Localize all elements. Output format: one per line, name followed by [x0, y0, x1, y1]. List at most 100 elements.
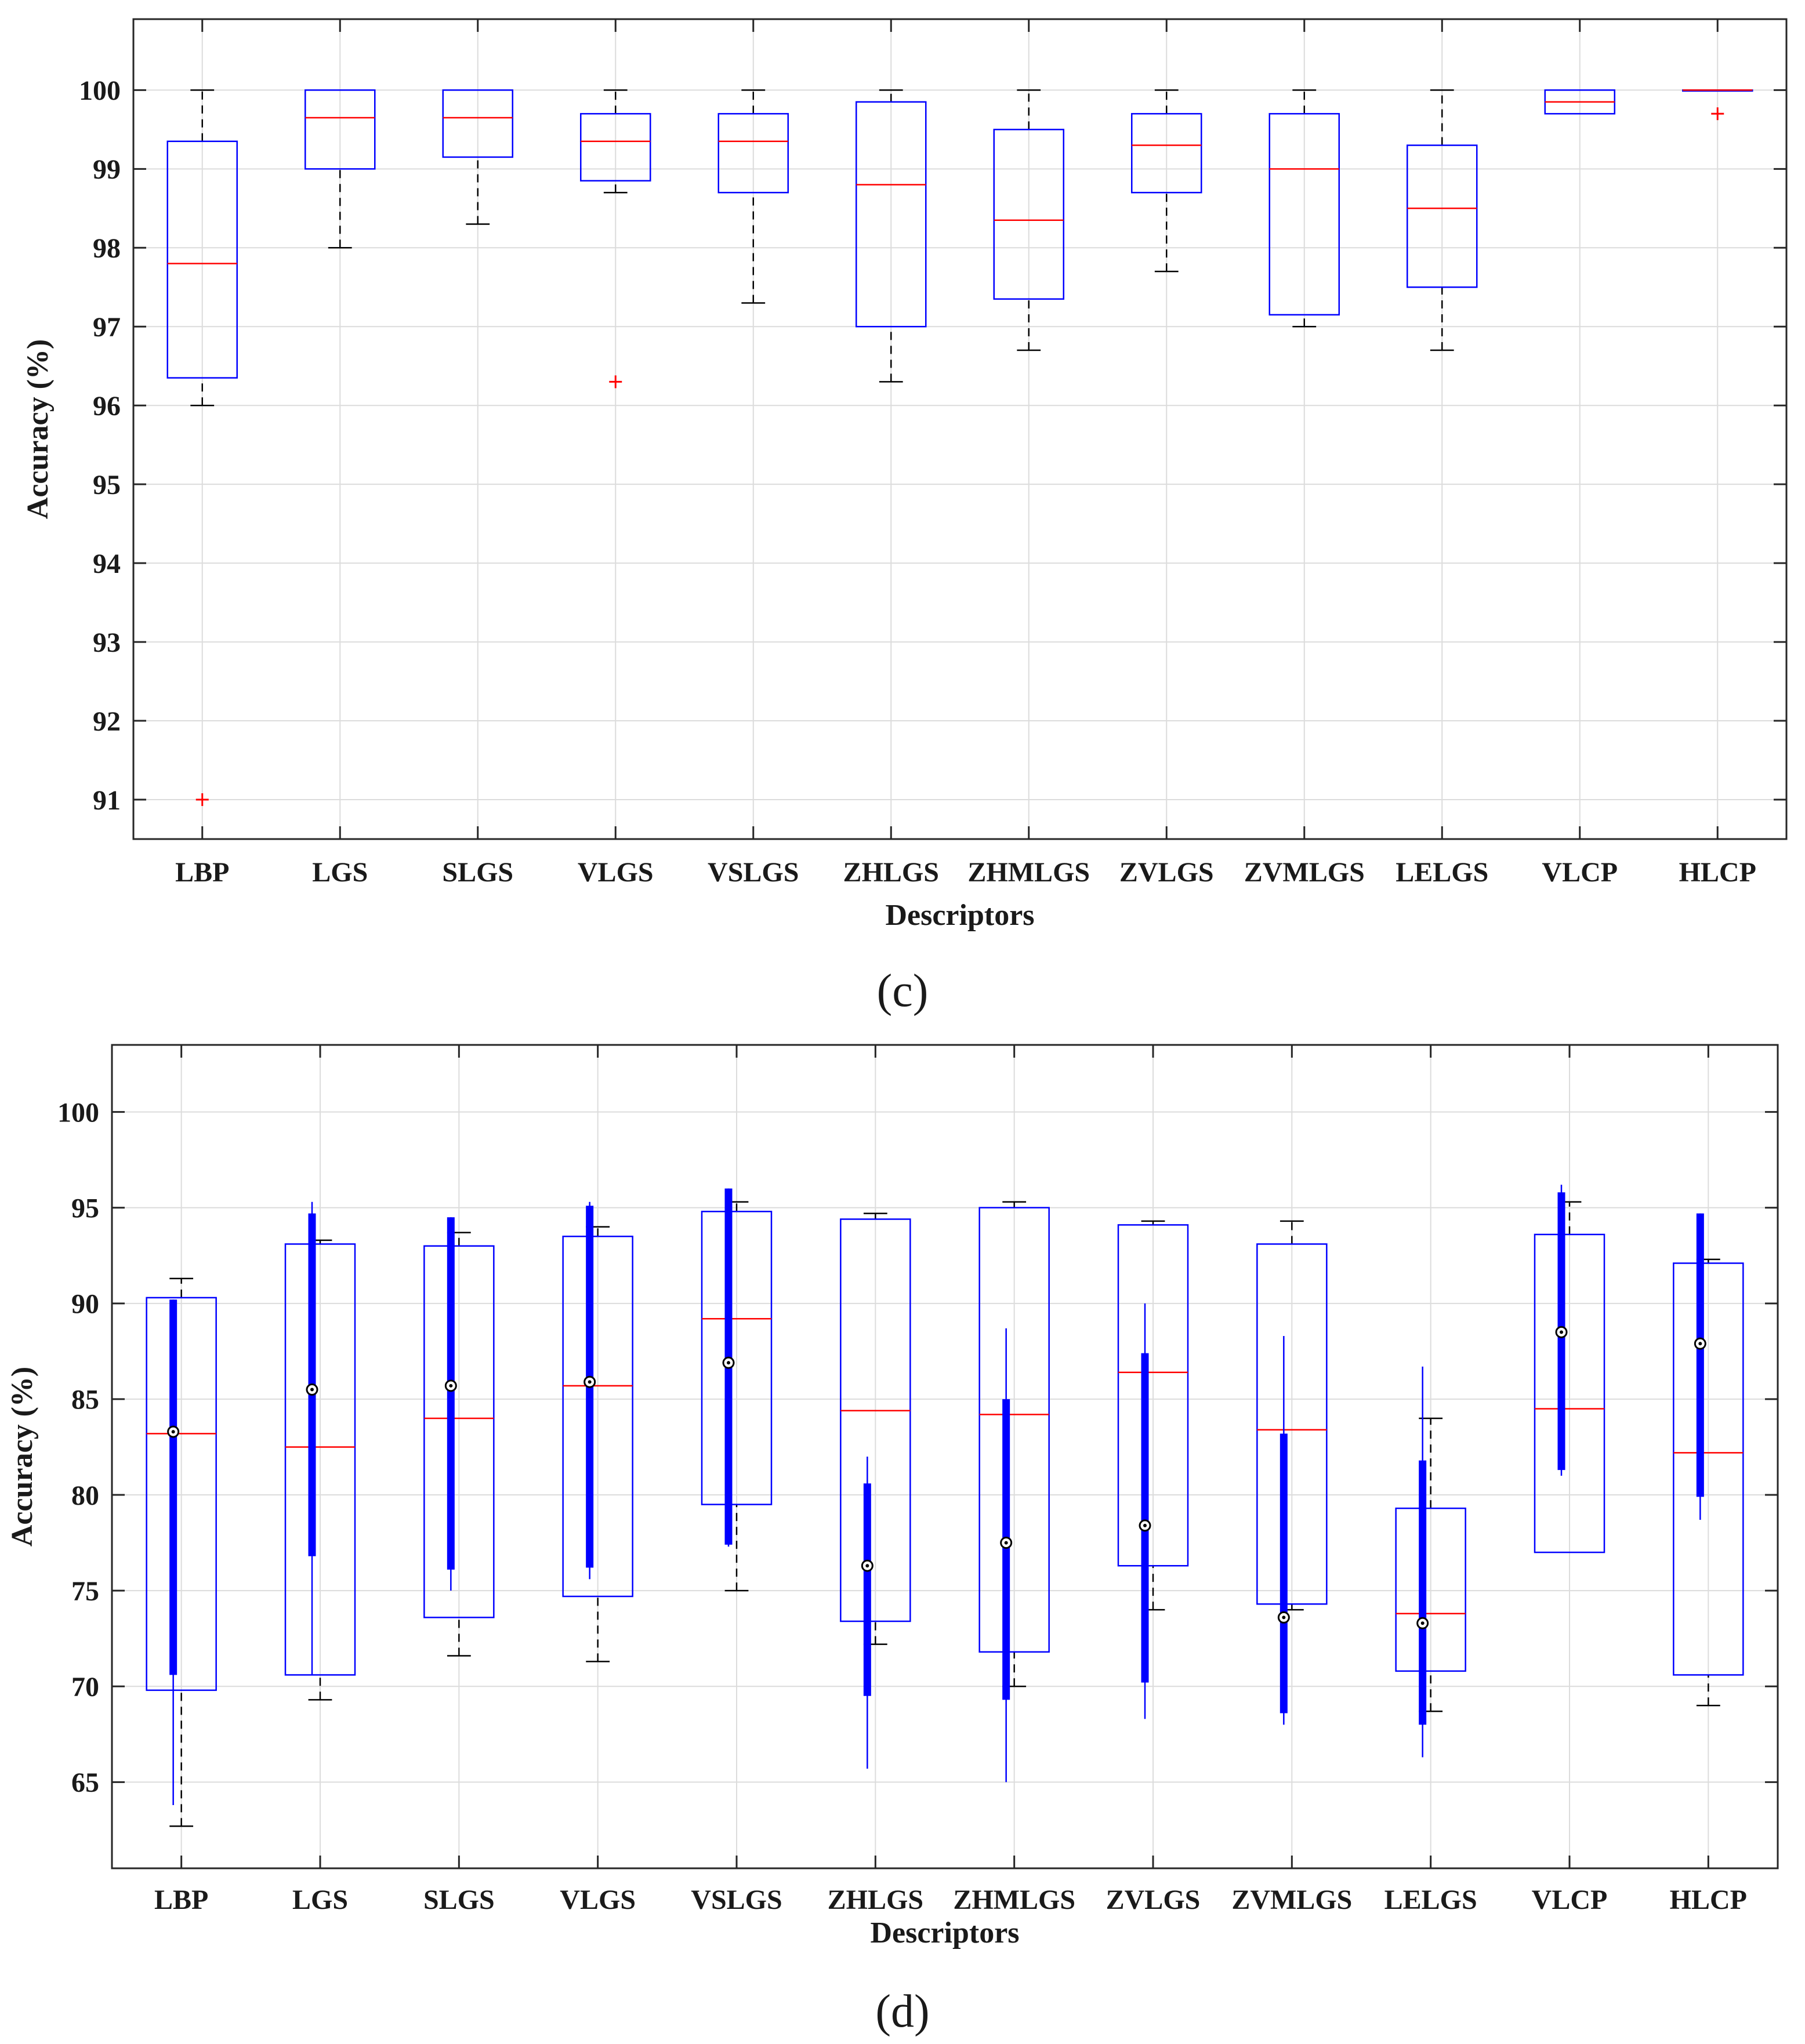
box-iqr [562, 1235, 633, 1598]
box-vlcp [1534, 1185, 1605, 1553]
box-iqr [1534, 1233, 1605, 1553]
y-tick-label: 99 [93, 154, 121, 185]
interval-center-dot-inner [1698, 1342, 1702, 1346]
x-tick-label: LBP [154, 1885, 208, 1915]
box-iqr [993, 129, 1064, 300]
box-lgs [305, 89, 376, 249]
x-tick-label: LGS [292, 1885, 348, 1915]
y-tick-label: 90 [71, 1289, 99, 1320]
y-tick-label: 98 [93, 233, 121, 264]
x-tick-label: SLGS [423, 1885, 495, 1915]
box-vslgs [717, 89, 789, 304]
box-iqr [580, 112, 651, 181]
chart-panel-c: 91 92 93 94 95 96 97 98 99 100 LBP LGS SLGS VLGS VSLGS… [21, 18, 1788, 1016]
y-axis-title: Accuracy (%) [21, 339, 55, 519]
x-tick-label: LGS [312, 857, 368, 888]
y-tick-label: 80 [71, 1480, 99, 1511]
outlier-marker [195, 793, 209, 807]
x-tick-label: ZVLGS [1106, 1885, 1201, 1915]
x-tick-label: ZHMLGS [953, 1885, 1075, 1915]
y-tick-label: 96 [93, 391, 121, 422]
box-lelgs [1407, 89, 1478, 351]
box-lelgs [1395, 1366, 1466, 1758]
box-zvlgs [1131, 89, 1202, 273]
box-iqr [701, 1211, 773, 1505]
x-axis-title: Descriptors [885, 899, 1034, 932]
box-vslgs [701, 1188, 773, 1592]
box-iqr [978, 1207, 1050, 1653]
x-tick-label: ZVLGS [1119, 857, 1214, 888]
x-tick-label: VLCP [1542, 857, 1618, 888]
plot-frame [111, 1044, 1779, 1869]
box-lbp [166, 89, 238, 807]
interval-center-dot-inner [449, 1384, 453, 1388]
box-iqr [1268, 112, 1340, 316]
y-tick-label: 95 [93, 470, 121, 500]
y-tick-label: 85 [71, 1385, 99, 1415]
x-tick-label: ZHMLGS [967, 857, 1090, 888]
x-tick-label: LBP [175, 857, 229, 888]
y-tick-label: 94 [93, 549, 121, 579]
panel-label: (d) [875, 1986, 929, 2037]
x-tick-label: LELGS [1396, 857, 1488, 888]
box-zvmlgs [1256, 1220, 1328, 1725]
box-vlgs [580, 89, 651, 389]
interval-center-dot-inner [588, 1380, 592, 1384]
y-tick-label: 65 [71, 1767, 99, 1798]
chart-panel-d: 65 70 75 80 85 90 95 100 LBP LGS SLGS VLGS VSLGS ZHLG… [6, 1044, 1779, 2037]
box-iqr [1395, 1507, 1466, 1672]
box-iqr [1256, 1243, 1328, 1605]
interval-center-dot-inner [1560, 1330, 1563, 1334]
x-tick-label: SLGS [442, 857, 513, 888]
interval-center-dot-inner [310, 1388, 314, 1392]
box-zhlgs [840, 1212, 911, 1769]
y-tick-label: 75 [71, 1576, 99, 1607]
box-iqr [166, 140, 238, 379]
box-iqr [146, 1297, 217, 1691]
x-tick-label: LELGS [1384, 1885, 1477, 1915]
interval-center-dot-inner [1143, 1523, 1147, 1527]
plot-frame [132, 18, 1788, 840]
y-axis-title: Accuracy (%) [6, 1367, 39, 1546]
box-zhmlgs [993, 89, 1064, 351]
x-tick-label: VLGS [578, 857, 654, 888]
box-slgs [423, 1217, 495, 1657]
box-iqr [1673, 1262, 1744, 1676]
box-iqr [423, 1245, 495, 1618]
box-hlcp [1682, 89, 1753, 121]
y-tick-label: 91 [93, 785, 121, 816]
box-vlcp [1544, 89, 1615, 115]
box-iqr [717, 112, 789, 194]
box-iqr [1117, 1224, 1189, 1567]
box-iqr [856, 101, 927, 328]
x-tick-label: VSLGS [708, 857, 799, 888]
box-iqr [442, 89, 513, 158]
y-tick-label: 93 [93, 627, 121, 658]
y-tick-label: 70 [71, 1672, 99, 1702]
x-tick-label: ZVMLGS [1231, 1885, 1352, 1915]
box-lbp [146, 1277, 217, 1827]
x-tick-label: HLCP [1679, 857, 1756, 888]
interval-center-dot-inner [1004, 1541, 1008, 1545]
panel-label: (c) [877, 965, 929, 1016]
box-iqr [284, 1243, 356, 1676]
interval-center-dot-inner [1282, 1615, 1286, 1620]
box-iqr [305, 89, 376, 170]
x-tick-label: ZHLGS [828, 1885, 923, 1915]
box-iqr [840, 1218, 911, 1622]
box-iqr [1131, 112, 1202, 194]
interval-center-dot-inner [727, 1361, 730, 1365]
y-tick-label: 92 [93, 706, 121, 737]
box-lgs [284, 1201, 356, 1701]
y-tick-label: 100 [79, 75, 121, 106]
outlier-marker [609, 375, 622, 389]
x-tick-label: HLCP [1670, 1885, 1747, 1915]
x-axis-title: Descriptors [870, 1916, 1019, 1949]
y-tick-label: 95 [71, 1193, 99, 1224]
y-tick-label: 100 [57, 1097, 99, 1128]
box-slgs [442, 89, 513, 225]
box-vlgs [562, 1201, 633, 1662]
x-tick-label: ZHLGS [843, 857, 939, 888]
x-tick-label: VSLGS [691, 1885, 782, 1915]
